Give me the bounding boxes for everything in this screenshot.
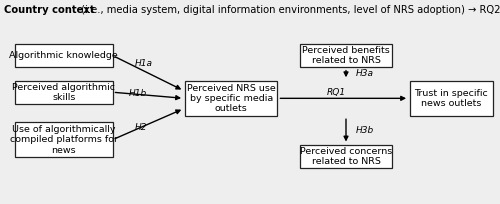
Text: Perceived benefits
related to NRS: Perceived benefits related to NRS <box>302 46 390 65</box>
FancyBboxPatch shape <box>410 81 492 116</box>
FancyBboxPatch shape <box>15 122 112 157</box>
Text: Perceived concerns
related to NRS: Perceived concerns related to NRS <box>300 147 392 166</box>
FancyBboxPatch shape <box>15 44 112 67</box>
Text: Country context: Country context <box>4 5 94 15</box>
FancyBboxPatch shape <box>15 81 112 104</box>
FancyBboxPatch shape <box>300 44 392 67</box>
Text: RQ1: RQ1 <box>326 88 345 97</box>
Text: H1a: H1a <box>135 59 153 68</box>
Text: H2: H2 <box>135 123 147 132</box>
FancyBboxPatch shape <box>185 81 278 116</box>
Text: (i.e., media system, digital information environments, level of NRS adoption) → : (i.e., media system, digital information… <box>78 5 500 15</box>
Text: Trust in specific
news outlets: Trust in specific news outlets <box>414 89 488 108</box>
Text: Use of algorithmically
compiled platforms for
news: Use of algorithmically compiled platform… <box>10 125 118 155</box>
Text: Perceived NRS use
by specific media
outlets: Perceived NRS use by specific media outl… <box>187 83 276 113</box>
FancyBboxPatch shape <box>300 145 392 168</box>
Text: Perceived algorithmic
skills: Perceived algorithmic skills <box>12 83 115 102</box>
Text: Algorithmic knowledge: Algorithmic knowledge <box>10 51 118 60</box>
Text: H3b: H3b <box>356 126 374 135</box>
Text: H1b: H1b <box>129 89 147 98</box>
Text: H3a: H3a <box>356 69 374 78</box>
